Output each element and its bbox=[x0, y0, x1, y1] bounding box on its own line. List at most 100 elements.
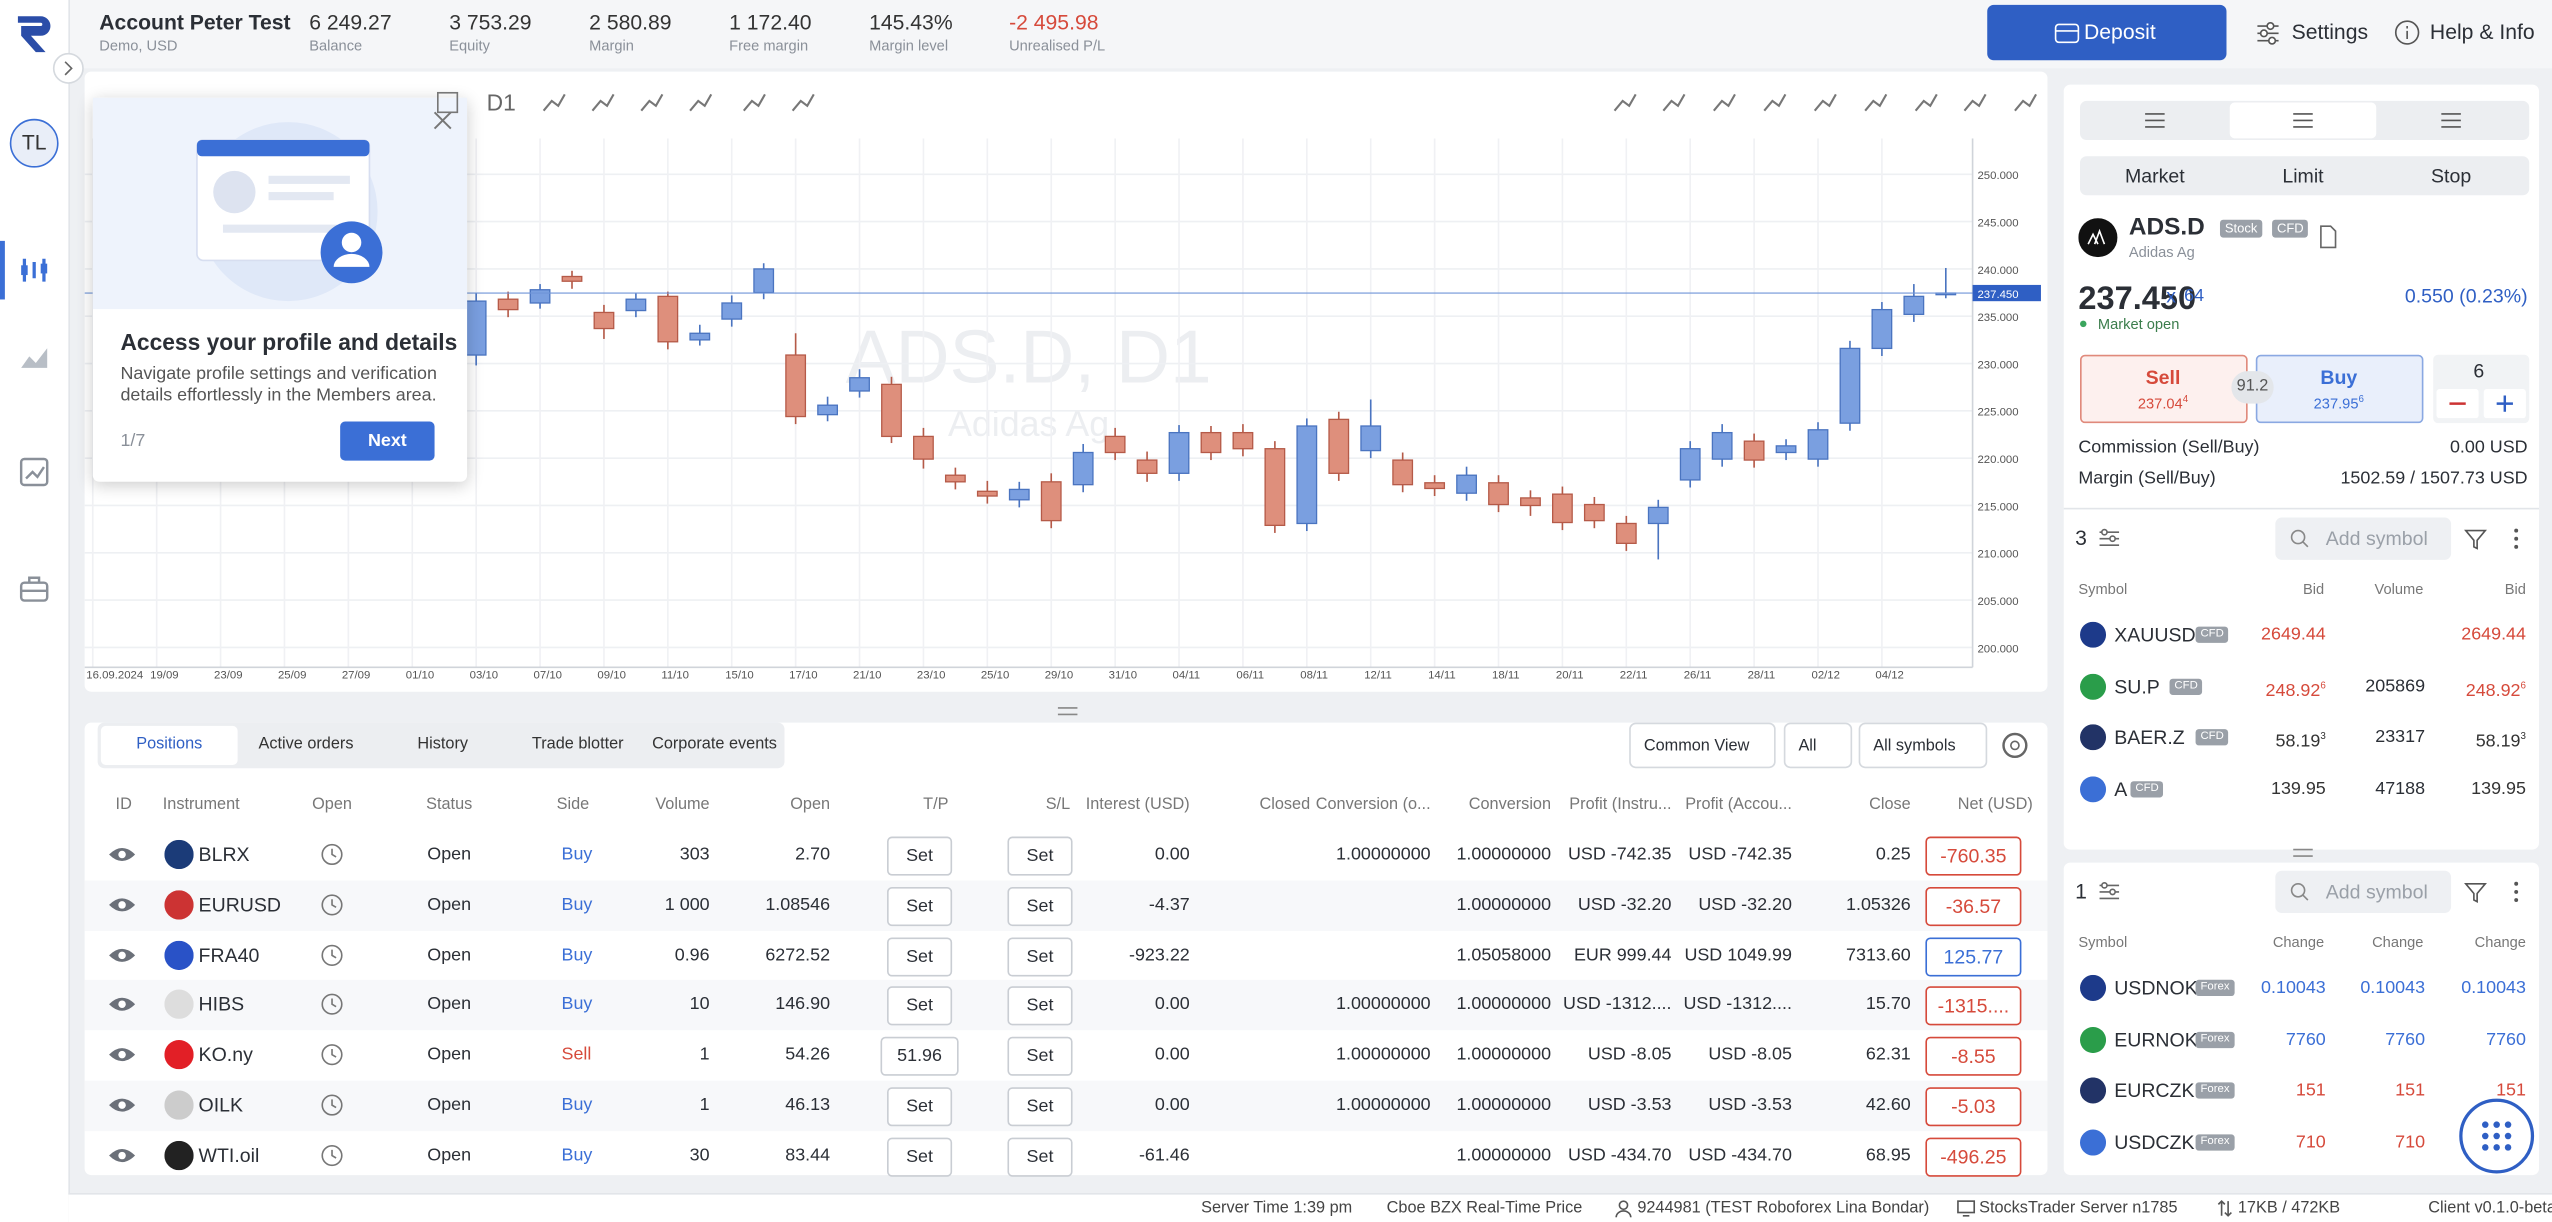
open-time-icon[interactable] bbox=[321, 893, 344, 916]
tour-next[interactable]: Next bbox=[340, 421, 435, 461]
search-placeholder[interactable]: Add symbol bbox=[2325, 527, 2428, 551]
toolbar-button[interactable] bbox=[638, 90, 664, 116]
toolbar-button[interactable] bbox=[589, 90, 615, 116]
toggle-visibility[interactable] bbox=[107, 995, 136, 1015]
cell-net[interactable]: 125.77 bbox=[1925, 936, 2022, 976]
toolbar-button[interactable] bbox=[687, 90, 713, 116]
watchlist-settings[interactable] bbox=[2098, 527, 2121, 550]
cell-sl[interactable]: Set bbox=[1007, 886, 1073, 926]
nav-trade[interactable] bbox=[18, 254, 51, 287]
order-type[interactable]: Limit bbox=[2282, 164, 2324, 188]
order-type[interactable]: Market bbox=[2125, 164, 2185, 188]
cell-net[interactable]: -496.25 bbox=[1925, 1137, 2022, 1177]
toolbar-button[interactable] bbox=[1711, 90, 1737, 116]
filter-dropdown[interactable]: All bbox=[1783, 722, 1853, 769]
apps-button[interactable] bbox=[2458, 1097, 2536, 1175]
cell-sl[interactable]: Set bbox=[1007, 836, 1073, 876]
table-settings[interactable] bbox=[1999, 729, 2032, 762]
open-time-icon[interactable] bbox=[321, 1044, 344, 1067]
cell-tp[interactable]: Set bbox=[887, 836, 953, 876]
positions-tab[interactable]: Active orders bbox=[258, 735, 354, 754]
watchlist-menu[interactable] bbox=[2511, 881, 2521, 904]
cell-net[interactable]: -5.03 bbox=[1925, 1087, 2022, 1127]
symbol-info[interactable] bbox=[2318, 225, 2338, 249]
filter-dropdown[interactable]: Common View bbox=[1629, 722, 1776, 769]
toolbar-button[interactable] bbox=[540, 90, 566, 116]
cell-tp[interactable]: Set bbox=[887, 1137, 953, 1177]
watchlist-filter[interactable] bbox=[2464, 527, 2487, 550]
toggle-visibility[interactable] bbox=[107, 1045, 136, 1065]
splitter-handle[interactable] bbox=[1056, 705, 1079, 718]
view-tab[interactable] bbox=[2438, 109, 2464, 132]
toolbar-button[interactable] bbox=[741, 90, 767, 116]
positions-tab[interactable]: Trade blotter bbox=[531, 735, 624, 754]
cell-net[interactable]: -8.55 bbox=[1925, 1037, 2022, 1077]
candle-body bbox=[849, 377, 870, 392]
cell-tp[interactable]: Set bbox=[887, 936, 953, 976]
open-time-icon[interactable] bbox=[321, 943, 344, 966]
cell-tp[interactable]: Set bbox=[887, 986, 953, 1026]
order-type[interactable]: Stop bbox=[2431, 164, 2472, 188]
tour-close[interactable] bbox=[433, 111, 452, 130]
cell-tp[interactable]: Set bbox=[887, 1087, 953, 1127]
nav-charts[interactable] bbox=[18, 340, 51, 373]
toolbar-button[interactable] bbox=[789, 90, 815, 116]
toolbar-button[interactable] bbox=[1761, 90, 1787, 116]
toolbar-button[interactable] bbox=[1862, 90, 1888, 116]
toolbar-button[interactable] bbox=[1811, 90, 1837, 116]
cell-sl[interactable]: Set bbox=[1007, 1137, 1073, 1177]
column-header: Conversion (o... bbox=[1315, 795, 1431, 814]
cell-tp[interactable]: Set bbox=[887, 886, 953, 926]
toggle-visibility[interactable] bbox=[107, 895, 136, 915]
toggle-visibility[interactable] bbox=[107, 945, 136, 965]
watchlist-menu[interactable] bbox=[2511, 527, 2521, 550]
settings-link[interactable]: Settings bbox=[2291, 19, 2369, 44]
cell-net[interactable]: -1315.... bbox=[1925, 986, 2022, 1026]
column-header: Open bbox=[790, 795, 831, 814]
open-time-icon[interactable] bbox=[321, 1144, 344, 1167]
cell-profit-a: USD -8.05 bbox=[1708, 1045, 1792, 1065]
toolbar-button[interactable] bbox=[2012, 90, 2038, 116]
cell-sl[interactable]: Set bbox=[1007, 986, 1073, 1026]
cell-net[interactable]: -36.57 bbox=[1925, 886, 2022, 926]
avatar[interactable]: TL bbox=[9, 118, 59, 168]
positions-tab[interactable]: History bbox=[417, 735, 469, 754]
y-tick-label: 220.000 bbox=[1977, 454, 2018, 466]
sell-button[interactable] bbox=[2080, 354, 2248, 424]
watchlist-filter[interactable] bbox=[2464, 881, 2487, 904]
toolbar-button[interactable] bbox=[1660, 90, 1686, 116]
toggle-visibility[interactable] bbox=[107, 845, 136, 865]
toolbar-button[interactable] bbox=[1912, 90, 1938, 116]
toggle-visibility[interactable] bbox=[107, 1145, 136, 1165]
open-time-icon[interactable] bbox=[321, 993, 344, 1016]
cell-tp[interactable]: 51.96 bbox=[880, 1037, 959, 1077]
open-time-icon[interactable] bbox=[321, 1094, 344, 1117]
quantity-minus[interactable] bbox=[2436, 388, 2479, 419]
buy-button[interactable] bbox=[2255, 354, 2424, 424]
view-tab[interactable] bbox=[2142, 109, 2168, 132]
positions-tab[interactable]: Positions bbox=[100, 725, 238, 765]
sidebar-toggle[interactable] bbox=[52, 52, 85, 85]
toolbar-button[interactable] bbox=[1611, 90, 1637, 116]
view-tab[interactable] bbox=[2290, 109, 2316, 132]
open-time-icon[interactable] bbox=[321, 843, 344, 866]
positions-tab[interactable]: Corporate events bbox=[652, 735, 777, 754]
toggle-visibility[interactable] bbox=[107, 1095, 136, 1115]
cell-sl[interactable]: Set bbox=[1007, 1037, 1073, 1077]
deposit-button[interactable]: Deposit bbox=[1987, 4, 2227, 61]
cell-sl[interactable]: Set bbox=[1007, 936, 1073, 976]
nav-portfolio[interactable] bbox=[18, 573, 51, 606]
nav-analytics[interactable] bbox=[18, 456, 51, 489]
watchlist-settings[interactable] bbox=[2098, 881, 2121, 904]
toolbar-button[interactable] bbox=[1961, 90, 1987, 116]
filter-dropdown[interactable]: All symbols bbox=[1858, 722, 1988, 769]
tool-indicator[interactable] bbox=[435, 90, 461, 116]
splitter-handle[interactable] bbox=[2292, 846, 2315, 859]
instrument: BLRX bbox=[198, 843, 250, 866]
watchlist-symbol: USDNOK bbox=[2114, 976, 2198, 1000]
help-link[interactable]: Help & Info bbox=[2429, 19, 2535, 44]
search-placeholder[interactable]: Add symbol bbox=[2325, 880, 2428, 904]
quantity-plus[interactable] bbox=[2483, 388, 2526, 419]
cell-sl[interactable]: Set bbox=[1007, 1087, 1073, 1127]
cell-net[interactable]: -760.35 bbox=[1925, 836, 2022, 876]
